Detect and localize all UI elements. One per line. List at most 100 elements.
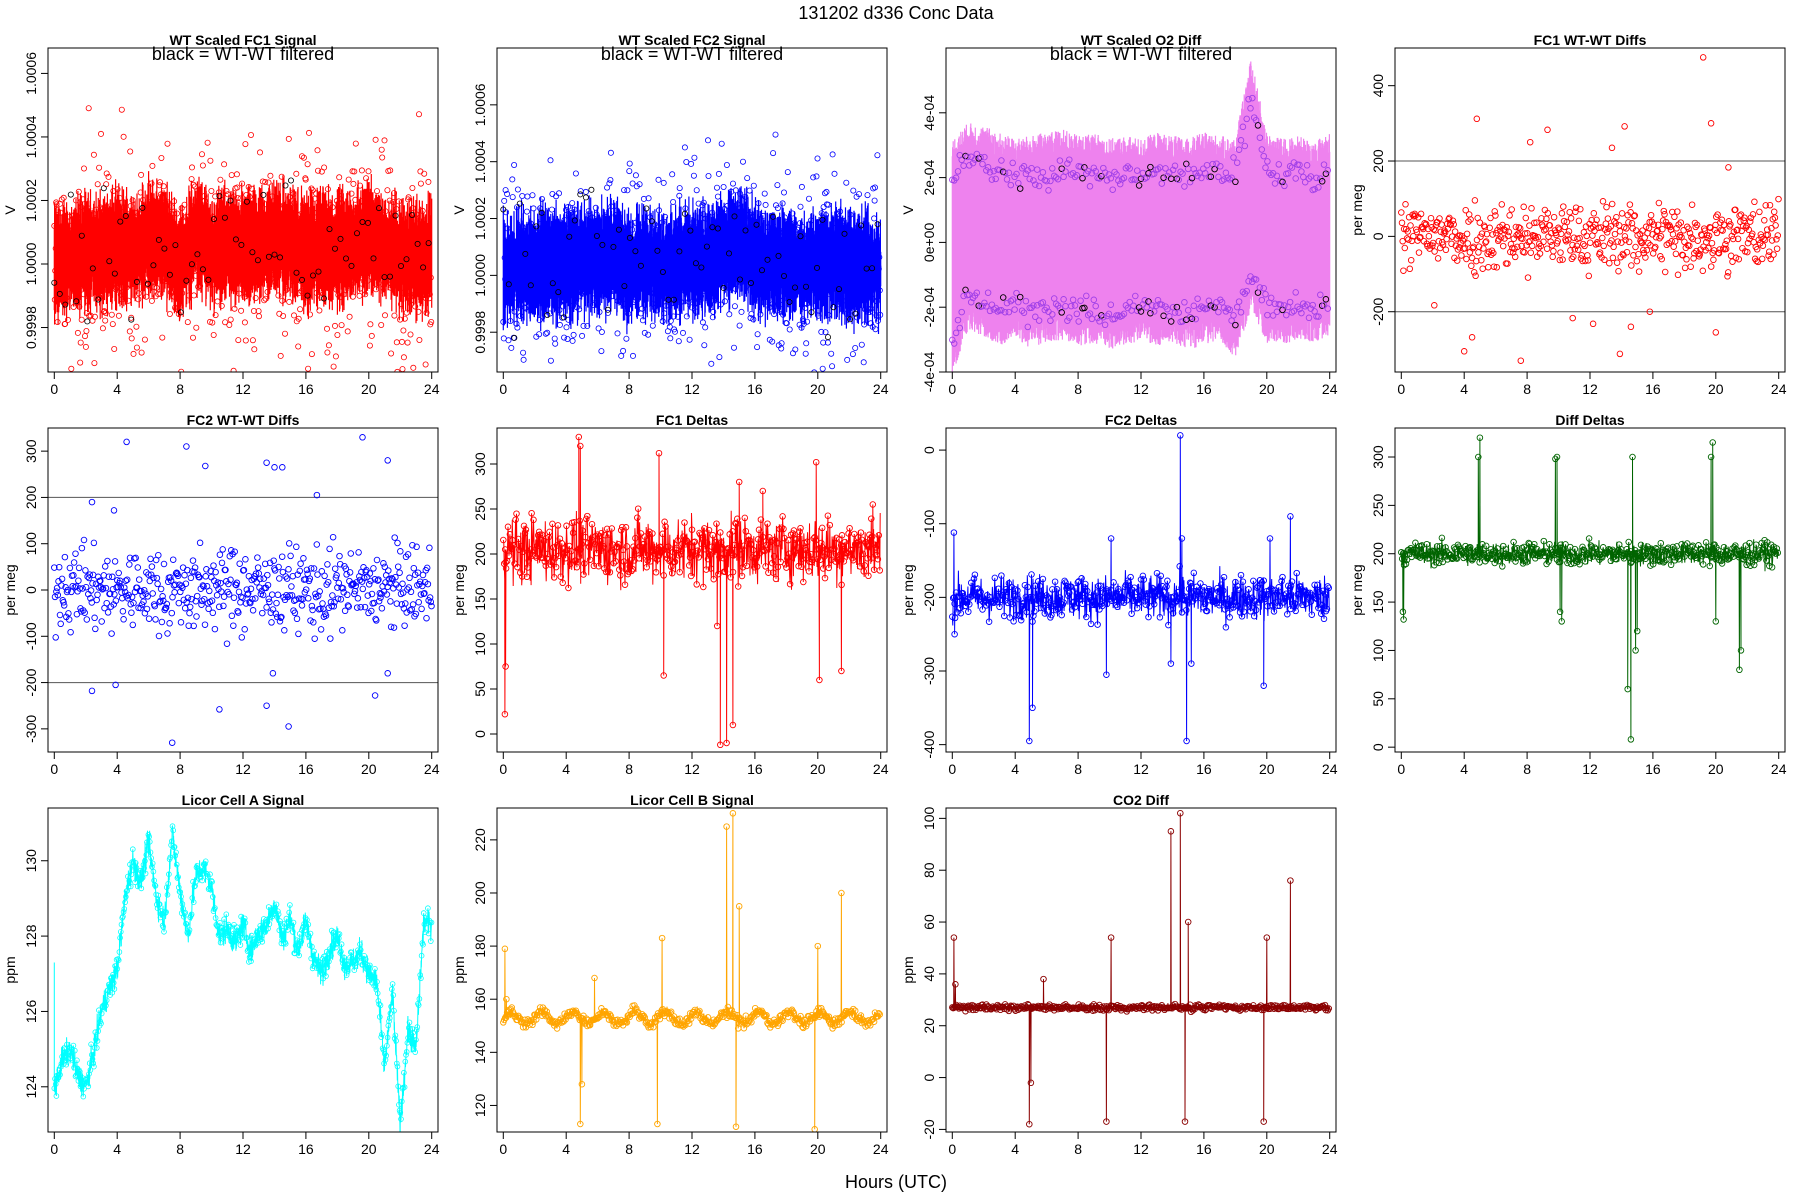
data-point	[578, 540, 585, 548]
signal-point	[863, 241, 870, 248]
signal-point	[237, 280, 244, 287]
signal-point	[600, 282, 607, 289]
diff-point	[380, 560, 387, 567]
x-tick-label: 16	[1645, 381, 1661, 397]
diff-point	[378, 605, 386, 612]
licor-a-point	[154, 901, 160, 908]
spike-point	[1167, 660, 1175, 667]
diff-point	[1673, 225, 1680, 232]
licor-a-point	[92, 1029, 99, 1035]
y-tick-label: -200	[921, 583, 937, 611]
upper-point	[1303, 162, 1311, 169]
upper-point	[1001, 169, 1009, 177]
signal-point	[634, 279, 641, 286]
lower-point	[1066, 314, 1073, 321]
upper-point	[1113, 171, 1120, 178]
signal-point	[340, 291, 347, 298]
signal-point	[419, 207, 426, 214]
filtered-point	[254, 257, 261, 264]
data-point	[1313, 595, 1320, 603]
signal-point	[176, 250, 183, 257]
signal-point	[625, 310, 632, 317]
signal-point	[769, 338, 776, 345]
filtered-point	[309, 272, 316, 279]
signal-point	[756, 274, 763, 281]
lower-point	[1049, 311, 1056, 318]
diff-point	[353, 604, 361, 611]
diff-point	[1687, 263, 1694, 270]
signal-point	[599, 237, 606, 244]
signal-point	[372, 136, 379, 143]
signal-point	[720, 249, 727, 256]
signal-point	[603, 214, 610, 221]
upper-point	[1249, 94, 1256, 102]
signal-point	[127, 148, 134, 155]
diff-point	[1572, 208, 1579, 216]
diff-point	[137, 604, 144, 612]
signal-point	[561, 334, 568, 341]
signal-point	[609, 293, 616, 300]
data-point	[1706, 562, 1714, 570]
diff-point	[134, 564, 142, 571]
signal-point	[850, 187, 857, 194]
signal-point	[418, 243, 425, 250]
diff-point	[1773, 245, 1781, 252]
data-point	[800, 578, 807, 586]
signal-point	[674, 275, 681, 282]
signal-point	[268, 223, 275, 230]
filtered-point	[654, 247, 661, 254]
data-point	[759, 546, 767, 553]
data-point	[1108, 597, 1115, 604]
signal-point	[415, 308, 422, 315]
signal-point	[558, 235, 565, 242]
upper-point	[1275, 161, 1283, 168]
data-point	[1587, 542, 1595, 549]
lower-point	[1188, 315, 1196, 322]
diff-point	[1574, 246, 1582, 253]
data-point	[1183, 597, 1191, 605]
data-point	[1665, 544, 1672, 551]
diff-point	[1557, 230, 1565, 238]
diff-point	[1685, 225, 1692, 232]
signal-point	[129, 197, 136, 204]
y-tick-label: 0.9998	[472, 311, 488, 354]
signal-point	[395, 231, 402, 238]
data-point	[1160, 588, 1167, 596]
upper-point	[1228, 174, 1235, 182]
signal-point	[857, 229, 864, 236]
spike-point	[655, 449, 663, 457]
lower-point	[1018, 307, 1026, 314]
signal-point	[822, 329, 829, 336]
upper-point	[1266, 169, 1273, 177]
signal-point	[872, 326, 879, 333]
signal-point	[763, 270, 770, 277]
signal-point	[170, 247, 177, 254]
outlier-point	[384, 670, 391, 677]
diff-point	[1588, 216, 1595, 224]
diff-point	[1398, 219, 1406, 227]
y-tick-label: 300	[23, 439, 39, 463]
data-point	[1723, 548, 1731, 555]
diff-point	[200, 583, 207, 590]
diff-point	[1595, 224, 1602, 232]
data-point	[1051, 578, 1059, 585]
y-tick-label: 100	[1370, 639, 1386, 663]
diff-point	[428, 602, 435, 610]
diff-point	[344, 591, 351, 599]
data-point	[1563, 553, 1570, 560]
signal-point	[427, 274, 434, 281]
signal-point	[414, 283, 421, 290]
signal-point	[331, 322, 338, 329]
diff-point	[147, 571, 155, 578]
diff-point	[392, 573, 399, 581]
upper-point	[1264, 158, 1271, 165]
data-point	[1664, 545, 1671, 553]
outlier-point	[1646, 308, 1654, 315]
signal-point	[846, 225, 853, 232]
filtered-point	[106, 258, 113, 265]
signal-point	[768, 229, 775, 236]
signal-point	[527, 240, 534, 247]
data-point	[770, 553, 778, 560]
spike-point	[1712, 618, 1720, 625]
